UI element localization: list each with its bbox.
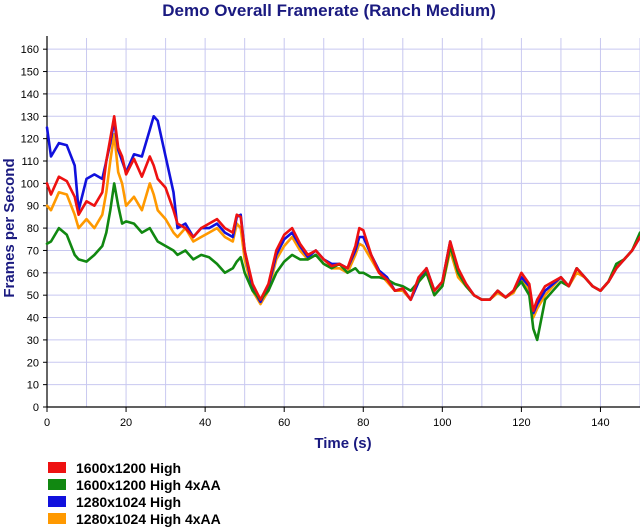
y-tick-label: 60: [27, 268, 39, 280]
x-tick-labels: 0 20 40 60 80 100 120 140: [44, 417, 610, 429]
y-tick-label: 50: [27, 290, 39, 302]
x-tick-label: 20: [120, 417, 132, 429]
y-tick-label: 150: [21, 67, 39, 79]
x-tick-label: 120: [512, 417, 530, 429]
y-tick-labels: 0 10 20 30 40 50 60 70 80 90 100 110 120 130 140 150 160: [21, 44, 39, 414]
legend-label: 1280x1024 High: [76, 493, 182, 510]
y-tick-label: 80: [27, 223, 39, 235]
x-tick-label: 80: [357, 417, 369, 429]
axes: [43, 36, 640, 412]
legend-item: 1280x1024 High 4xAA: [48, 510, 221, 527]
grid-lines: [47, 38, 640, 407]
series-line-1600x1200-high-4xaa: [45, 182, 640, 342]
legend-item: 1600x1200 High 4xAA: [48, 476, 221, 493]
series-lines: [45, 115, 640, 342]
x-tick-label: 0: [44, 417, 50, 429]
x-tick-label: 100: [433, 417, 451, 429]
y-tick-label: 140: [21, 89, 39, 101]
y-tick-label: 130: [21, 111, 39, 123]
y-tick-label: 0: [33, 402, 39, 414]
y-tick-label: 110: [21, 156, 39, 168]
x-axis-label: Time (s): [314, 435, 371, 452]
y-tick-label: 20: [27, 357, 39, 369]
y-tick-label: 70: [27, 245, 39, 257]
legend-item: 1600x1200 High: [48, 459, 221, 476]
y-tick-label: 90: [27, 201, 39, 213]
x-tick-label: 140: [591, 417, 609, 429]
y-tick-label: 30: [27, 335, 39, 347]
legend-swatch: [48, 479, 66, 490]
y-tick-label: 160: [21, 44, 39, 56]
legend-swatch: [48, 513, 66, 524]
series-line-1600x1200-high: [45, 115, 640, 313]
legend-swatch: [48, 496, 66, 507]
legend-label: 1600x1200 High: [76, 459, 182, 476]
y-tick-label: 100: [21, 178, 39, 190]
y-tick-label: 40: [27, 313, 39, 325]
legend: 1600x1200 High 1600x1200 High 4xAA 1280x10…: [48, 459, 221, 527]
legend-label: 1600x1200 High 4xAA: [76, 476, 221, 493]
legend-item: 1280x1024 High: [48, 493, 221, 510]
legend-swatch: [48, 462, 66, 473]
x-tick-label: 60: [278, 417, 290, 429]
y-tick-label: 120: [21, 134, 39, 146]
legend-label: 1280x1024 High 4xAA: [76, 510, 221, 527]
y-tick-label: 10: [27, 380, 39, 392]
y-axis-label: Frames per Second: [1, 158, 18, 297]
chart-title: Demo Overall Framerate (Ranch Medium): [162, 1, 495, 20]
x-tick-label: 40: [199, 417, 211, 429]
